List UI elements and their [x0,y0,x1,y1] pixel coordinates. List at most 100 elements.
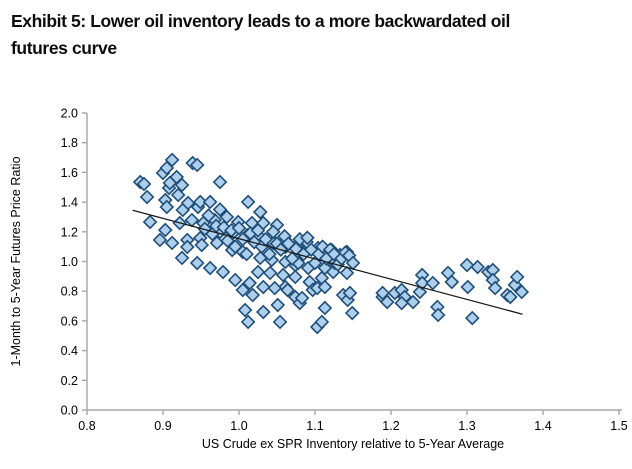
scatter-point [314,314,330,330]
scatter-point [514,284,530,300]
scatter-point [245,287,261,303]
scatter-point [509,269,525,285]
scatter-point [252,204,268,220]
y-axis-tick-label: 0.4 [61,344,78,358]
scatter-point [459,257,475,273]
scatter-point [250,222,266,238]
scatter-point [300,230,315,246]
scatter-point [192,194,208,210]
y-axis-tick-label: 1.8 [61,136,78,150]
scatter-point [174,177,190,193]
scatter-chart-container: 0.0 0.2 0.4 0.6 0.8 1.0 1.2 1.4 1.6 1.8 2.0 0.8 0.9 1… [0,88,632,464]
scatter-point [262,265,278,281]
y-axis-tick-label: 2.0 [61,107,78,121]
x-axis-tick-label: 1.1 [306,419,323,433]
scatter-point [339,265,355,281]
scatter-point [189,157,205,173]
scatter-point [444,274,460,290]
scatter-point [272,314,288,330]
x-axis-title: US Crude ex SPR Inventory relative to 5-… [202,437,504,451]
scatter-point [174,250,190,266]
x-axis-tick-label: 1.2 [382,419,399,433]
x-axis-tick-label: 1.0 [230,419,247,433]
y-axis-tick-label: 1.2 [61,225,78,239]
scatter-point [152,232,168,248]
scatter-point [202,194,218,210]
scatter-point [265,224,281,240]
scatter-point [227,272,243,288]
scatter-point [317,279,333,295]
scatter-point [412,284,428,300]
scatter-point [164,235,180,251]
scatter-point [379,294,395,310]
scatter-point [136,176,152,192]
y-axis-tick-label: 0.6 [61,314,78,328]
scatter-point [180,195,196,211]
exhibit-title-line2: futures curve [11,38,117,58]
scatter-point [179,239,195,255]
scatter-point [157,222,173,238]
scatter-point [280,282,295,298]
scatter-point [430,307,446,323]
scatter-point [240,194,256,210]
scatter-point [315,239,330,254]
scatter-point [470,259,485,275]
scatter-point [287,269,303,285]
scatter-point [235,282,251,298]
scatter-point [394,295,409,311]
scatter-point [142,214,158,230]
y-axis-tick-label: 1.0 [61,255,78,269]
exhibit-title-line1: Exhibit 5: Lower oil inventory leads to … [11,11,510,31]
scatter-point [262,246,277,262]
scatter-point [342,285,358,301]
scatter-point [326,246,342,262]
scatter-point [502,289,518,305]
scatter-chart: 0.0 0.2 0.4 0.6 0.8 1.0 1.2 1.4 1.6 1.8 2.0 0.8 0.9 1… [9,107,628,452]
scatter-point [239,246,254,262]
scatter-point [220,233,235,249]
x-axis-tick-label: 0.9 [154,419,171,433]
scatter-point [317,260,333,276]
x-axis-tick-label: 1.3 [458,419,475,433]
scatter-point [164,152,180,168]
scatter-point [317,300,333,316]
scatter-point [344,305,360,321]
x-axis-tick-label: 1.5 [610,419,627,433]
y-axis-tick-label: 0.0 [61,404,78,418]
scatter-point [375,285,390,301]
scatter-point [194,237,210,253]
y-axis-tick-label: 0.8 [61,285,78,299]
x-axis-tick-label: 1.4 [534,419,551,433]
scatter-point [267,280,283,296]
scatter-point [294,290,310,306]
scatter-point [215,264,231,280]
y-axis-tick-label: 0.2 [61,374,78,388]
scatter-point [202,260,218,276]
scatter-point [425,275,441,291]
scatter-point [189,255,205,271]
scatter-point [460,279,476,295]
trend-line [132,209,523,315]
scatter-point [231,220,247,236]
scatter-point [201,208,216,223]
scatter-point [170,187,186,203]
scatter-point [270,297,286,313]
scatter-point [237,302,253,318]
scatter-point [405,294,421,310]
scatter-point [242,275,257,291]
scatter-point [250,264,266,280]
scatter-point [212,174,228,190]
scatter-point [255,279,271,295]
scatter-point [240,314,256,330]
y-axis-tick-label: 1.6 [61,166,78,180]
scatter-point [139,189,155,205]
y-axis-tick-label: 1.4 [61,196,78,210]
exhibit-title: Exhibit 5: Lower oil inventory leads to … [11,8,621,62]
scatter-point [487,280,503,296]
scatter-point [275,267,291,283]
scatter-point [159,199,175,215]
x-axis-tick-label: 0.8 [78,419,95,433]
scatter-point [212,202,228,217]
scatter-point [227,239,243,254]
scatter-point [255,304,271,320]
